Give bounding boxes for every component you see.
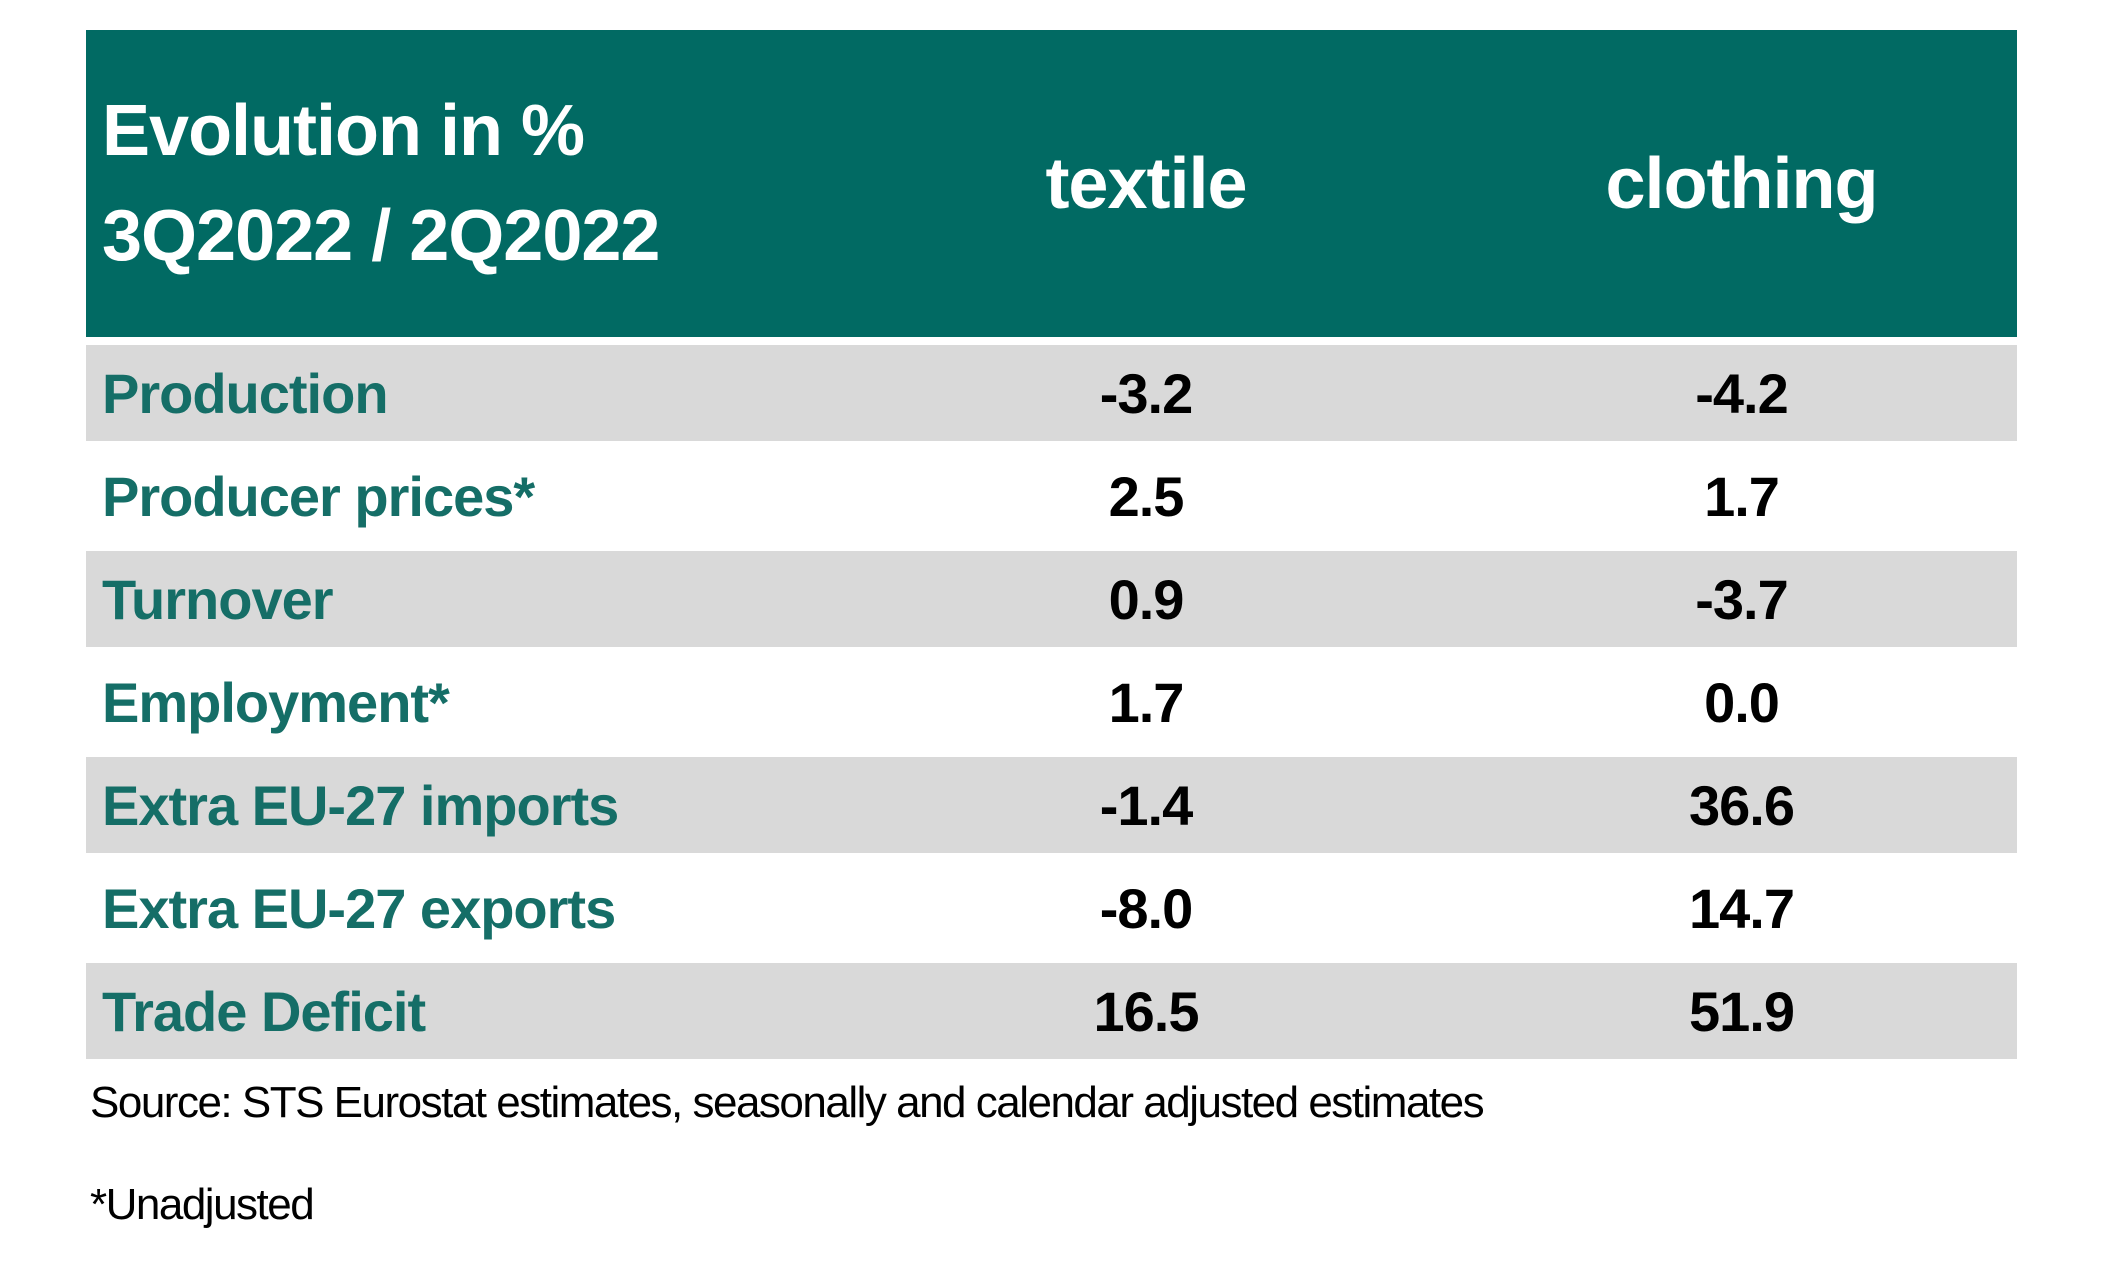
textile-value: -3.2 [1099, 361, 1194, 425]
evolution-table: Evolution in % 3Q2022 / 2Q2022 textile c… [86, 30, 2017, 1066]
column-header-textile: textile [1045, 143, 1247, 224]
footnote-unadjusted: *Unadjusted [90, 1180, 315, 1229]
textile-value: 2.5 [1108, 464, 1185, 528]
row-label: Trade Deficit [102, 979, 426, 1043]
table-body: Production -3.2 -4.2 Producer prices* 2.… [86, 345, 2017, 1059]
table-title: Evolution in % 3Q2022 / 2Q2022 [86, 79, 826, 288]
textile-value: 1.7 [1108, 670, 1185, 734]
table-header: Evolution in % 3Q2022 / 2Q2022 textile c… [86, 30, 2017, 337]
table-footer: Source: STS Eurostat estimates, seasonal… [90, 1078, 1485, 1230]
row-label: Extra EU-27 imports [102, 773, 619, 837]
row-label: Turnover [102, 567, 334, 631]
table-row-trade-deficit: Trade Deficit 16.5 51.9 [86, 963, 2017, 1059]
table-row-turnover: Turnover 0.9 -3.7 [86, 551, 2017, 647]
clothing-value: -4.2 [1695, 361, 1789, 425]
textile-value: -1.4 [1099, 773, 1194, 837]
table-title-line2: 3Q2022 / 2Q2022 [102, 195, 660, 276]
table-row-employment: Employment* 1.7 0.0 [86, 654, 2017, 750]
clothing-value: 1.7 [1704, 464, 1780, 528]
table-row-extra-eu27-exports: Extra EU-27 exports -8.0 14.7 [86, 860, 2017, 956]
table-row-producer-prices: Producer prices* 2.5 1.7 [86, 448, 2017, 544]
row-label: Employment* [102, 670, 450, 734]
clothing-value: -3.7 [1695, 567, 1789, 631]
clothing-value: 51.9 [1689, 979, 1795, 1043]
source-note: Source: STS Eurostat estimates, seasonal… [90, 1078, 1485, 1127]
row-label: Production [102, 361, 389, 425]
table-row-production: Production -3.2 -4.2 [86, 345, 2017, 441]
textile-value: -8.0 [1099, 876, 1194, 940]
row-label: Producer prices* [102, 464, 535, 528]
textile-value: 0.9 [1108, 567, 1185, 631]
textile-value: 16.5 [1093, 979, 1200, 1043]
clothing-value: 0.0 [1704, 670, 1780, 734]
clothing-value: 36.6 [1689, 773, 1795, 837]
row-label: Extra EU-27 exports [102, 876, 616, 940]
table-title-line1: Evolution in % [102, 91, 585, 172]
clothing-value: 14.7 [1689, 876, 1795, 940]
table-row-extra-eu27-imports: Extra EU-27 imports -1.4 36.6 [86, 757, 2017, 853]
column-header-clothing: clothing [1605, 143, 1879, 224]
